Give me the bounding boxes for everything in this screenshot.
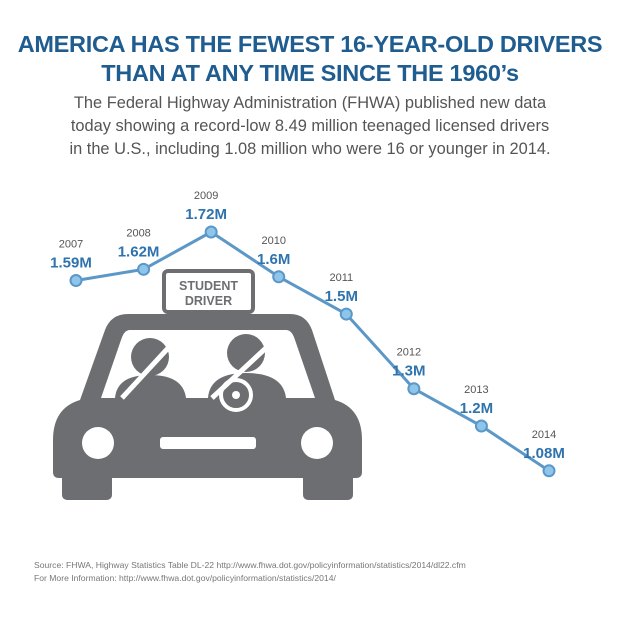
source-note: Source: FHWA, Highway Statistics Table D… [34,560,466,570]
value-label-2013: 1.2M [460,400,493,417]
value-label-2007: 1.59M [50,255,92,272]
series-line [75,230,550,473]
year-label-2010: 2010 [261,235,285,247]
chart-layer: 2007 1.59M 2008 1.62M 2009 1.72M 2010 1.6M 2011 1… [50,190,565,478]
passenger-icon [115,338,186,398]
value-label-2008: 1.62M [118,243,160,260]
value-label-2014: 1.08M [523,445,565,462]
data-point-2009 [204,225,218,239]
year-label-2008: 2008 [126,227,150,239]
steering-wheel-icon [219,378,253,412]
value-label-2012: 1.3M [392,363,425,380]
student-driver-sign [162,269,255,314]
title-line-1: AMERICA HAS THE FEWEST 16-YEAR-OLD DRIVE… [17,31,603,57]
more-info-note: For More Information: http://www.fhwa.do… [34,573,336,583]
year-label-2014: 2014 [532,429,556,441]
footer: Source: FHWA, Highway Statistics Table D… [34,559,466,585]
year-label-2009: 2009 [194,190,218,202]
left-headlight [82,427,114,459]
data-point-2010 [272,270,286,284]
year-label-2011: 2011 [329,272,353,284]
subtitle-line-3: in the U.S., including 1.08 million who … [69,140,551,158]
car-body [53,314,362,478]
sign-line-1: STUDENT [179,279,238,293]
subtitle: The Federal Highway Administration (FHWA… [0,92,620,161]
sign-line-2: DRIVER [185,294,232,308]
value-label-2009: 1.72M [185,206,227,223]
data-point-2007 [69,274,83,288]
subtitle-line-2: today showing a record-low 8.49 million … [70,117,550,135]
data-point-2013 [474,419,488,433]
value-label-2010: 1.6M [257,251,290,268]
year-label-2013: 2013 [464,384,488,396]
data-point-2011 [339,307,353,321]
subtitle-line-1: The Federal Highway Administration (FHWA… [73,94,547,112]
page-title: AMERICA HAS THE FEWEST 16-YEAR-OLD DRIVE… [0,30,620,88]
title-line-2: THAN AT ANY TIME SINCE THE 1960’s [101,60,519,86]
data-point-2012 [407,382,421,396]
value-label-2011: 1.5M [325,288,358,305]
right-headlight [301,427,333,459]
data-point-2014 [542,464,556,478]
grille [160,437,256,449]
year-label-2007: 2007 [59,239,83,251]
right-wheel [303,470,353,500]
car-icon: STUDENT DRIVER [53,269,362,500]
year-label-2012: 2012 [397,347,421,359]
left-wheel [62,470,112,500]
data-point-2008 [137,262,151,276]
